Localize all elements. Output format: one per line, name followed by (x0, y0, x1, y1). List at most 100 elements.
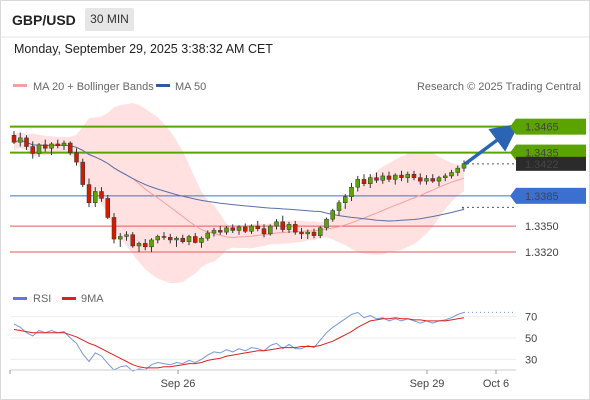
candle-body (455, 167, 460, 173)
candle-body (349, 186, 354, 197)
candle-body (130, 234, 135, 247)
candle-body (168, 237, 173, 241)
chart-header: GBP/USD 30 MIN (1, 1, 589, 38)
candle-body (343, 196, 348, 203)
moving-averages (13, 139, 516, 239)
datetime-label: Monday, September 29, 2025 3:38:32 AM CE… (14, 42, 273, 56)
candle-body (305, 231, 310, 235)
candle (136, 241, 142, 253)
candle-body (180, 237, 185, 242)
candle-body (61, 142, 67, 146)
candle-body (324, 218, 329, 229)
candle (443, 173, 448, 182)
candle (261, 224, 267, 238)
candle-body (443, 175, 448, 178)
candle (11, 130, 17, 144)
candle (36, 143, 42, 157)
candle (111, 213, 117, 244)
candle (18, 132, 23, 147)
candle (243, 223, 248, 234)
candle (274, 219, 279, 230)
main-legend: MA 20 + Bollinger Bands MA 50 Research ©… (13, 81, 581, 93)
resistance-price-label: 1.3465 (525, 122, 559, 134)
candle-body (418, 177, 423, 182)
candle (411, 170, 417, 181)
candle (405, 171, 410, 183)
candle-body (311, 231, 317, 236)
candle-body (68, 142, 73, 153)
candle-body (255, 225, 260, 229)
candle (199, 236, 204, 248)
candle (393, 173, 398, 185)
candle (118, 233, 123, 247)
candle (343, 194, 348, 209)
candle-body (136, 243, 142, 247)
ma50-legend-swatch (156, 84, 170, 87)
candle (205, 230, 210, 241)
candle (318, 226, 323, 239)
candle-body (318, 227, 323, 236)
candle (186, 234, 192, 246)
current-price-tag (516, 156, 586, 171)
rsi-legend-label: RSI (33, 293, 51, 305)
candle-body (86, 184, 92, 203)
candle (61, 140, 67, 150)
bollinger-band-area (14, 103, 464, 283)
candle (355, 175, 360, 192)
resistance-price-tag (516, 118, 586, 135)
projection-arrow (463, 123, 520, 166)
rsi-ma-line (13, 317, 465, 369)
ma50-line (13, 139, 465, 222)
candle (436, 175, 442, 187)
candle (305, 229, 310, 240)
candle-body (211, 230, 217, 234)
candle (30, 141, 35, 159)
rsi-tick-label: 70 (525, 312, 537, 324)
candle-body (336, 202, 342, 211)
candle (455, 165, 460, 176)
rsi-legend: RSI 9MA (13, 293, 104, 305)
support-price-label: 1.3350 (525, 221, 559, 233)
candle-body (111, 217, 117, 240)
candle (461, 160, 467, 172)
candle-body (224, 227, 229, 233)
candle-body (49, 143, 54, 149)
candle (93, 187, 98, 208)
candle (430, 174, 435, 183)
candle (80, 158, 85, 188)
candle (24, 135, 29, 150)
support-price-label: 1.3320 (525, 247, 559, 259)
pivot-price-tag (516, 187, 586, 204)
candle-body (355, 179, 360, 188)
ma50-legend-label: MA 50 (175, 81, 206, 93)
candle-body (299, 231, 304, 235)
candle (155, 234, 160, 244)
pivot-price-label: 1.3385 (525, 191, 559, 203)
candle-body (236, 226, 242, 231)
candle-body (374, 177, 379, 181)
candle-body (205, 232, 210, 239)
candle (330, 208, 335, 222)
x-tick-label: Oct 6 (483, 378, 509, 390)
rsi-ma-legend-label: 9MA (81, 293, 104, 305)
candle-body (36, 144, 42, 154)
candle (268, 224, 273, 236)
candle (143, 239, 148, 251)
candle-body (268, 225, 273, 235)
candle-body (118, 236, 123, 240)
candle-body (405, 173, 410, 178)
candle (361, 174, 367, 187)
candle (286, 221, 292, 234)
resistance-price-tag (516, 144, 586, 161)
candle (149, 238, 154, 253)
candle-body (430, 178, 435, 182)
timeframe-button[interactable]: 30 MIN (85, 8, 134, 31)
candle (211, 227, 217, 237)
candle-body (186, 236, 192, 242)
rsi-ma-legend-swatch (62, 297, 76, 300)
candle-body (199, 237, 204, 243)
x-axis: Sep 26 Sep 29 Oct 6 (9, 370, 509, 390)
candle-body (24, 137, 29, 147)
candle-body (161, 236, 167, 238)
